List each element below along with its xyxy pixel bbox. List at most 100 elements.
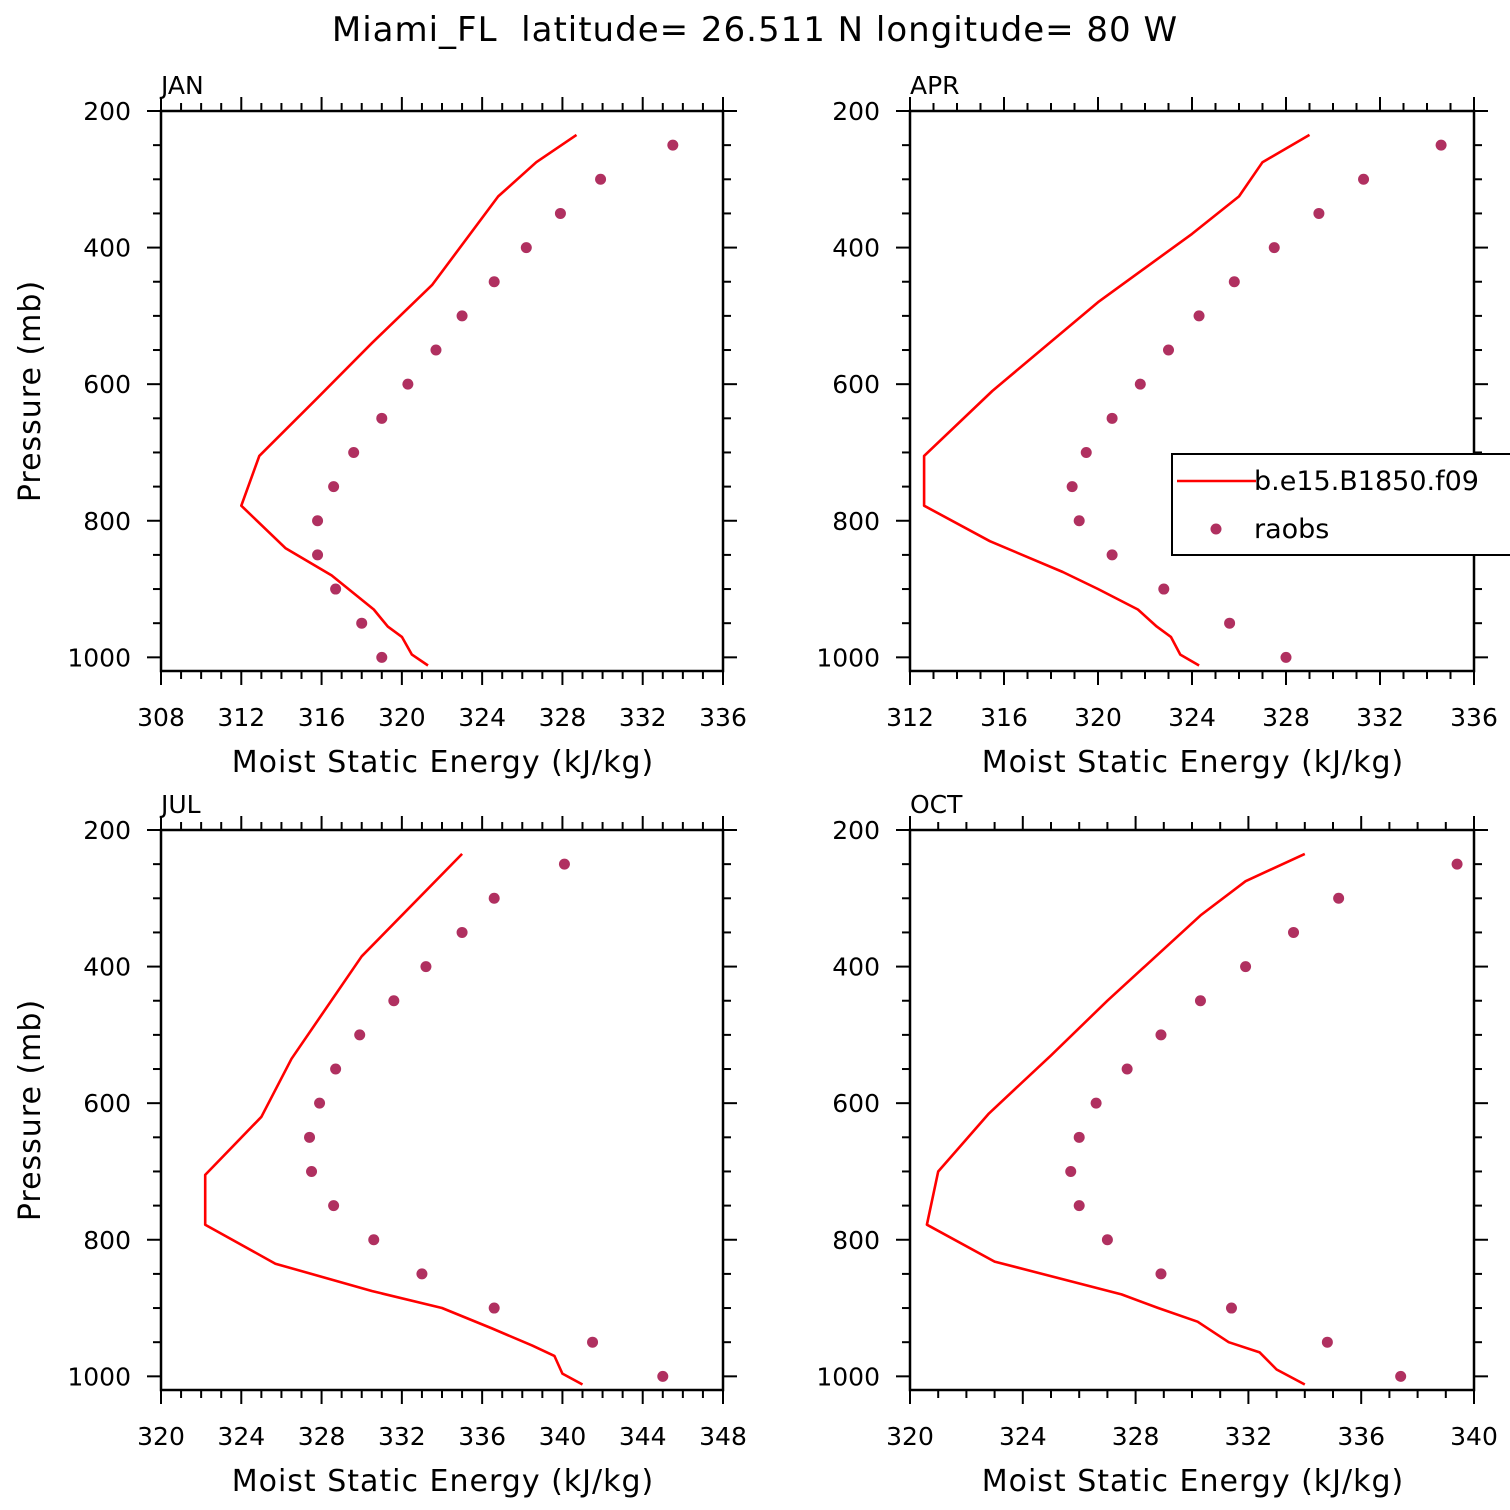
panel-oct-x-tick-label: 328 bbox=[1112, 1422, 1160, 1451]
panel-oct-raobs-point bbox=[1090, 1097, 1102, 1109]
panel-apr-raobs-point bbox=[1358, 173, 1370, 185]
panel-jul-x-tick-label: 332 bbox=[378, 1422, 426, 1451]
panel-jul-raobs-point bbox=[488, 892, 500, 904]
panel-apr-raobs-point bbox=[1228, 276, 1240, 288]
panel-jan-x-tick-label: 336 bbox=[699, 703, 747, 732]
panel-oct-frame bbox=[908, 828, 1476, 1392]
panel-jan-raobs-point bbox=[456, 310, 468, 322]
panel-jan-x-tick-label: 324 bbox=[458, 703, 506, 732]
panel-apr-y-tick-label: 400 bbox=[832, 234, 880, 263]
panel-jul-raobs-point bbox=[304, 1131, 316, 1143]
panel-jan-model-line bbox=[240, 133, 578, 667]
page-title: Miami_FL latitude= 26.511 N longitude= 8… bbox=[331, 10, 1179, 50]
panel-jul: 320 324 328 332 336 340 344 348 200 400 600 800 1000… bbox=[13, 790, 747, 1499]
panel-oct-x-tick-label: 340 bbox=[1450, 1422, 1498, 1451]
panel-jul-raobs-point bbox=[456, 926, 468, 938]
panel-oct-raobs-point bbox=[1225, 1302, 1237, 1314]
panel-jan-y-tick-label: 400 bbox=[83, 234, 131, 263]
panel-jul-raobs-point bbox=[330, 1063, 342, 1075]
panel-jan: 308 312 316 320 324 328 332 336 200 400 600 800 1000… bbox=[13, 71, 747, 780]
panel-jan-raobs-point bbox=[520, 242, 532, 254]
panel-jul-x-tick-label: 336 bbox=[458, 1422, 506, 1451]
panel-oct-raobs-point bbox=[1101, 1234, 1113, 1246]
panel-jan-x-tick-label: 316 bbox=[298, 703, 346, 732]
panel-jul-raobs-point bbox=[328, 1200, 340, 1212]
panel-oct: 320 324 328 332 336 340 200 400 600 800 1000 OCT Moi… bbox=[816, 790, 1497, 1499]
panel-oct-raobs-point bbox=[1194, 995, 1206, 1007]
panel-jul-raobs-point bbox=[314, 1097, 326, 1109]
panel-jul-raobs-point bbox=[657, 1370, 669, 1382]
panel-apr-raobs-point bbox=[1268, 242, 1280, 254]
panel-apr-x-tick-label: 316 bbox=[980, 703, 1028, 732]
panel-oct-raobs-point bbox=[1065, 1165, 1077, 1177]
panel-apr-x-tick-label: 328 bbox=[1262, 703, 1310, 732]
panel-apr-raobs-point bbox=[1066, 481, 1078, 493]
panel-jan-raobs-point bbox=[554, 207, 566, 219]
panel-apr-raobs-point bbox=[1134, 378, 1146, 390]
panel-jul-raobs-point bbox=[488, 1302, 500, 1314]
panel-jan-month-label: JAN bbox=[159, 71, 204, 100]
panel-apr-raobs-point bbox=[1435, 139, 1447, 151]
panel-oct-raobs-point bbox=[1333, 892, 1345, 904]
panel-jul-raobs-point bbox=[306, 1165, 318, 1177]
panel-oct-raobs-point bbox=[1121, 1063, 1133, 1075]
panel-jan-y-tick-label: 1000 bbox=[67, 643, 131, 672]
panel-oct-raobs-point bbox=[1073, 1200, 1085, 1212]
panel-jul-x-tick-label: 324 bbox=[217, 1422, 265, 1451]
panel-jul-y-tick-label: 800 bbox=[83, 1226, 131, 1255]
panel-apr-raobs-point bbox=[1080, 446, 1092, 458]
legend-marker-swatch bbox=[1210, 523, 1222, 535]
panel-jan-raobs-point bbox=[330, 583, 342, 595]
panel-jan-raobs-point bbox=[402, 378, 414, 390]
panel-oct-raobs-point bbox=[1288, 926, 1300, 938]
panel-apr-x-tick-label: 336 bbox=[1450, 703, 1498, 732]
panel-jul-x-axis-title: Moist Static Energy (kJ/kg) bbox=[232, 1464, 655, 1499]
panel-jan-raobs-point bbox=[376, 651, 388, 663]
legend-box bbox=[1171, 453, 1510, 556]
panel-jan-raobs-point bbox=[376, 412, 388, 424]
panel-oct-x-axis-title: Moist Static Energy (kJ/kg) bbox=[982, 1464, 1405, 1499]
panel-jul-frame bbox=[159, 828, 725, 1392]
panel-jul-x-tick-label: 328 bbox=[298, 1422, 346, 1451]
panel-jan-frame bbox=[159, 109, 725, 673]
panel-jan-raobs-point bbox=[667, 139, 679, 151]
panel-jan-x-tick-label: 332 bbox=[619, 703, 667, 732]
panel-jan-x-tick-label: 308 bbox=[137, 703, 185, 732]
panel-oct-raobs-point bbox=[1155, 1268, 1167, 1280]
legend: b.e15.B1850.f09 raobs bbox=[1171, 453, 1510, 556]
panel-jan-raobs-point bbox=[488, 276, 500, 288]
panel-apr-raobs-point bbox=[1106, 549, 1118, 561]
panel-jul-y-tick-label: 400 bbox=[83, 953, 131, 982]
panel-jul-raobs-point bbox=[354, 1029, 366, 1041]
panel-oct-y-tick-label: 200 bbox=[832, 816, 880, 845]
panel-apr-x-axis-title: Moist Static Energy (kJ/kg) bbox=[982, 745, 1405, 780]
panel-apr-raobs-point bbox=[1313, 207, 1325, 219]
panel-jul-raobs-point bbox=[420, 961, 432, 973]
panel-apr-y-tick-label: 800 bbox=[832, 507, 880, 536]
panel-oct-x-tick-label: 324 bbox=[999, 1422, 1047, 1451]
panel-oct-raobs-point bbox=[1395, 1370, 1407, 1382]
panel-jul-x-tick-label: 320 bbox=[137, 1422, 185, 1451]
panel-oct-y-tick-label: 800 bbox=[832, 1226, 880, 1255]
panel-jan-y-tick-label: 800 bbox=[83, 507, 131, 536]
panel-oct-month-label: OCT bbox=[910, 790, 963, 819]
panel-oct-raobs-point bbox=[1073, 1131, 1085, 1143]
panel-jul-y-tick-label: 1000 bbox=[67, 1362, 131, 1391]
panel-apr-y-tick-label: 600 bbox=[832, 370, 880, 399]
panel-apr: 312 316 320 324 328 332 336 200 400 600 800 1000 APR… bbox=[816, 71, 1497, 780]
panel-jan-x-tick-label: 320 bbox=[378, 703, 426, 732]
panel-apr-month-label: APR bbox=[910, 71, 960, 100]
panel-jul-raobs-point bbox=[388, 995, 400, 1007]
panel-jul-y-axis-title: Pressure (mb) bbox=[13, 999, 48, 1221]
panel-oct-raobs-point bbox=[1240, 961, 1252, 973]
panel-oct-x-tick-label: 332 bbox=[1225, 1422, 1273, 1451]
panel-jul-y-tick-label: 200 bbox=[83, 816, 131, 845]
panel-oct-raobs-point bbox=[1155, 1029, 1167, 1041]
panel-apr-raobs-point bbox=[1073, 515, 1085, 527]
panel-apr-frame bbox=[908, 109, 1476, 673]
panel-jul-y-tick-label: 600 bbox=[83, 1089, 131, 1118]
panel-apr-x-tick-label: 312 bbox=[886, 703, 934, 732]
panel-jul-x-tick-label: 348 bbox=[699, 1422, 747, 1451]
panel-jan-raobs-point bbox=[312, 515, 324, 527]
panel-oct-raobs-point bbox=[1451, 858, 1463, 870]
